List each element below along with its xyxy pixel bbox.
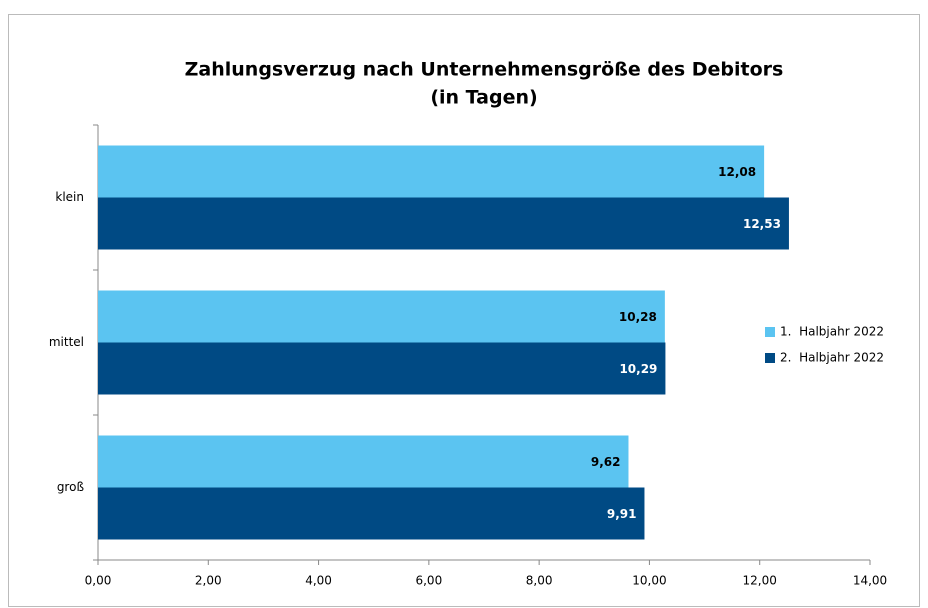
legend-label: 1. Halbjahr 2022 — [780, 325, 884, 339]
chart-title: Zahlungsverzug nach Unternehmensgröße de… — [185, 59, 784, 81]
value-label: 10,28 — [619, 310, 657, 324]
value-label: 9,62 — [591, 455, 621, 469]
x-tick-label: 10,00 — [632, 574, 666, 588]
y-tick-label: klein — [55, 190, 84, 204]
value-label: 9,91 — [607, 507, 637, 521]
x-tick-label: 14,00 — [853, 574, 887, 588]
x-tick-label: 2,00 — [195, 574, 222, 588]
x-tick-label: 6,00 — [415, 574, 442, 588]
bar — [98, 342, 666, 395]
value-label: 12,08 — [718, 165, 756, 179]
bar — [98, 290, 665, 343]
legend-label: 2. Halbjahr 2022 — [780, 351, 884, 365]
bar — [98, 487, 645, 540]
legend-swatch — [765, 353, 775, 363]
bar — [98, 435, 629, 488]
bar — [98, 145, 765, 198]
value-label: 10,29 — [619, 362, 657, 376]
chart-title: (in Tagen) — [430, 87, 537, 109]
x-tick-label: 12,00 — [743, 574, 777, 588]
bar — [98, 197, 789, 250]
y-tick-label: mittel — [49, 335, 84, 349]
x-tick-label: 4,00 — [305, 574, 332, 588]
value-label: 12,53 — [743, 217, 781, 231]
legend-swatch — [765, 327, 775, 337]
x-tick-label: 0,00 — [85, 574, 112, 588]
y-tick-label: groß — [57, 480, 85, 494]
x-tick-label: 8,00 — [526, 574, 553, 588]
